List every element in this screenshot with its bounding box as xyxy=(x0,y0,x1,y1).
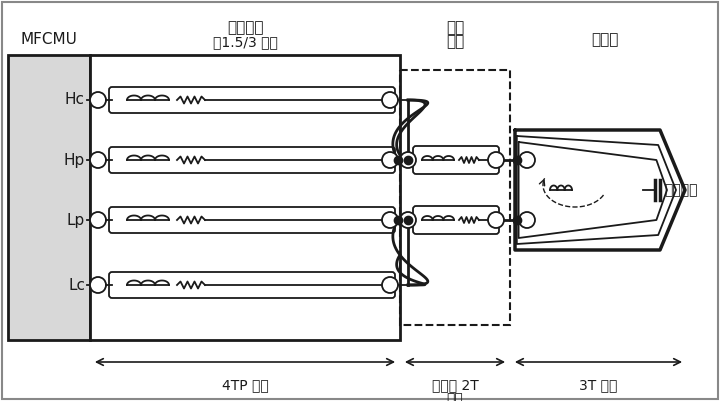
Text: MFCMU: MFCMU xyxy=(21,32,78,47)
Text: 测试电缆: 测试电缆 xyxy=(227,20,264,35)
Circle shape xyxy=(400,212,416,228)
FancyBboxPatch shape xyxy=(413,206,499,234)
Circle shape xyxy=(90,212,106,228)
Text: Lc: Lc xyxy=(68,277,85,292)
Text: 4TP 配置: 4TP 配置 xyxy=(222,378,269,392)
Text: 延长: 延长 xyxy=(446,20,464,35)
Circle shape xyxy=(519,152,535,168)
Circle shape xyxy=(488,152,504,168)
Circle shape xyxy=(90,92,106,108)
Circle shape xyxy=(382,277,398,293)
Text: 电缆: 电缆 xyxy=(446,34,464,49)
Text: Lp: Lp xyxy=(67,213,85,227)
Circle shape xyxy=(400,152,416,168)
FancyBboxPatch shape xyxy=(109,207,395,233)
Circle shape xyxy=(90,152,106,168)
Circle shape xyxy=(382,212,398,228)
Circle shape xyxy=(382,92,398,108)
Bar xyxy=(8,55,90,340)
Text: 屏蔽的 2T: 屏蔽的 2T xyxy=(431,378,478,392)
Circle shape xyxy=(488,212,504,228)
FancyBboxPatch shape xyxy=(109,147,395,173)
Text: Hp: Hp xyxy=(64,152,85,168)
Text: 3T 配置: 3T 配置 xyxy=(580,378,618,392)
Text: Hc: Hc xyxy=(65,93,85,107)
Circle shape xyxy=(90,277,106,293)
FancyBboxPatch shape xyxy=(413,146,499,174)
Text: （1.5/3 米）: （1.5/3 米） xyxy=(212,35,277,49)
Bar xyxy=(90,55,400,340)
FancyBboxPatch shape xyxy=(109,87,395,113)
FancyBboxPatch shape xyxy=(109,272,395,298)
Bar xyxy=(400,70,510,325)
Text: 机械手: 机械手 xyxy=(591,32,618,47)
Circle shape xyxy=(519,212,535,228)
Circle shape xyxy=(382,152,398,168)
Text: 配置: 配置 xyxy=(446,392,464,401)
Text: 被测器件: 被测器件 xyxy=(664,183,698,197)
